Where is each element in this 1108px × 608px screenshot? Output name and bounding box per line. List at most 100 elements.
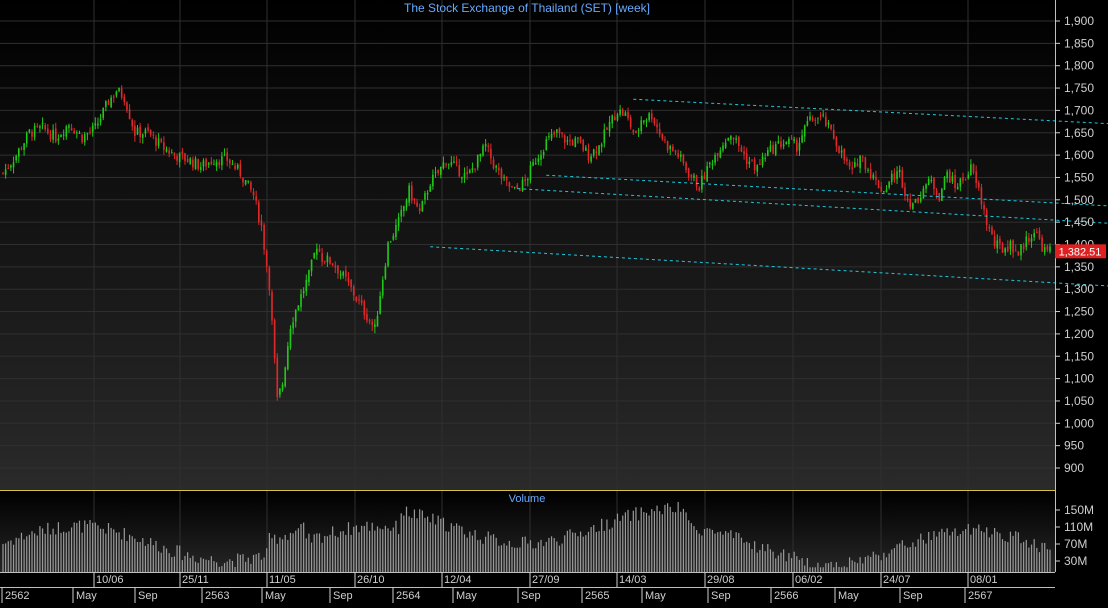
candle-body bbox=[292, 322, 294, 329]
volume-bar bbox=[553, 538, 555, 572]
candle-body bbox=[664, 139, 666, 141]
volume-bar bbox=[1033, 539, 1035, 572]
candle-body bbox=[919, 197, 922, 202]
candle-body bbox=[743, 151, 745, 155]
candle-body bbox=[658, 128, 661, 135]
volume-bar bbox=[814, 567, 816, 572]
trend-line bbox=[430, 246, 1108, 287]
candle-body bbox=[57, 138, 60, 141]
volume-bar bbox=[202, 558, 205, 572]
candle-body bbox=[708, 162, 711, 165]
candle-body bbox=[39, 126, 41, 128]
volume-bar bbox=[922, 539, 925, 572]
volume-bar bbox=[975, 528, 977, 572]
candle-body bbox=[527, 179, 529, 181]
volume-bar bbox=[1017, 532, 1019, 572]
candle-body bbox=[434, 171, 437, 173]
volume-bar bbox=[152, 545, 154, 572]
volume-bar bbox=[60, 532, 62, 572]
candle-body bbox=[722, 145, 724, 151]
candle-body bbox=[368, 320, 371, 322]
volume-bar bbox=[590, 527, 592, 572]
candle-body bbox=[1030, 238, 1033, 242]
volume-bar bbox=[237, 553, 239, 572]
volume-bar bbox=[725, 531, 727, 572]
candle-body bbox=[550, 133, 553, 139]
volume-bar bbox=[28, 534, 30, 572]
candle-body bbox=[387, 242, 389, 266]
volume-bar bbox=[930, 539, 932, 572]
candle-body bbox=[846, 159, 848, 162]
volume-bar bbox=[579, 531, 582, 572]
date-label: 12/04 bbox=[444, 574, 472, 586]
price-tick-label: 900 bbox=[1064, 461, 1084, 475]
candle-body bbox=[308, 270, 310, 283]
price-tick-label: 1,450 bbox=[1064, 215, 1094, 229]
volume-bar bbox=[463, 534, 466, 572]
volume-bar bbox=[442, 517, 445, 572]
date-label-2: May bbox=[645, 590, 666, 602]
volume-bar bbox=[503, 543, 505, 572]
date-label-2: Sep bbox=[903, 590, 923, 602]
volume-bar bbox=[337, 537, 339, 572]
candle-body bbox=[745, 153, 748, 164]
candle-body bbox=[28, 129, 31, 133]
volume-bar bbox=[962, 530, 964, 572]
candle-body bbox=[614, 116, 616, 121]
volume-bar bbox=[281, 539, 284, 572]
volume-bar bbox=[218, 566, 220, 572]
volume-bar bbox=[951, 531, 954, 572]
candle-body bbox=[901, 170, 904, 188]
volume-bar bbox=[326, 536, 328, 572]
candle-body bbox=[888, 181, 890, 188]
volume-bar bbox=[711, 529, 714, 572]
volume-bar bbox=[841, 567, 843, 572]
date-label-2: 2563 bbox=[205, 590, 229, 602]
volume-bar bbox=[47, 522, 49, 572]
volume-bar bbox=[479, 539, 481, 572]
volume-bar bbox=[12, 544, 15, 572]
volume-bar bbox=[835, 562, 837, 572]
candle-body bbox=[1049, 246, 1051, 252]
volume-bar bbox=[1030, 544, 1033, 572]
candle-body bbox=[571, 140, 574, 146]
volume-bar bbox=[516, 547, 518, 572]
candle-body bbox=[809, 116, 811, 120]
candle-body bbox=[397, 217, 400, 227]
volume-bar bbox=[321, 542, 323, 572]
volume-bar bbox=[221, 566, 223, 572]
chart-title: The Stock Exchange of Thailand (SET) [we… bbox=[404, 1, 650, 15]
candle-body bbox=[856, 163, 859, 167]
volume-bar bbox=[252, 554, 255, 572]
price-tick-label: 1,200 bbox=[1064, 327, 1094, 341]
candle-body bbox=[838, 146, 840, 154]
candle-body bbox=[155, 136, 157, 146]
volume-bar bbox=[717, 532, 719, 572]
volume-bar bbox=[777, 555, 779, 572]
candle-body bbox=[7, 168, 10, 170]
volume-bar bbox=[933, 531, 935, 572]
price-tick-label: 1,750 bbox=[1064, 81, 1094, 95]
candle-body bbox=[305, 279, 308, 292]
volume-bar bbox=[482, 543, 484, 572]
candle-body bbox=[909, 199, 912, 208]
candle-body bbox=[210, 161, 213, 165]
candle-body bbox=[687, 168, 690, 178]
candle-body bbox=[263, 224, 265, 250]
volume-bar bbox=[674, 512, 677, 572]
volume-bar bbox=[276, 543, 278, 572]
trend-lines bbox=[430, 98, 1108, 287]
volume-bar bbox=[909, 547, 911, 572]
volume-bar bbox=[397, 534, 400, 572]
candle-body bbox=[672, 146, 674, 151]
volume-bar bbox=[411, 517, 413, 572]
candle-body bbox=[885, 189, 888, 193]
candle-body bbox=[798, 142, 801, 151]
candle-body bbox=[316, 248, 318, 255]
candle-body bbox=[313, 253, 316, 258]
candle-body bbox=[648, 113, 650, 121]
volume-bar bbox=[822, 567, 824, 572]
candle-body bbox=[23, 143, 25, 150]
candle-body bbox=[600, 144, 603, 147]
candle-body bbox=[1046, 245, 1049, 250]
